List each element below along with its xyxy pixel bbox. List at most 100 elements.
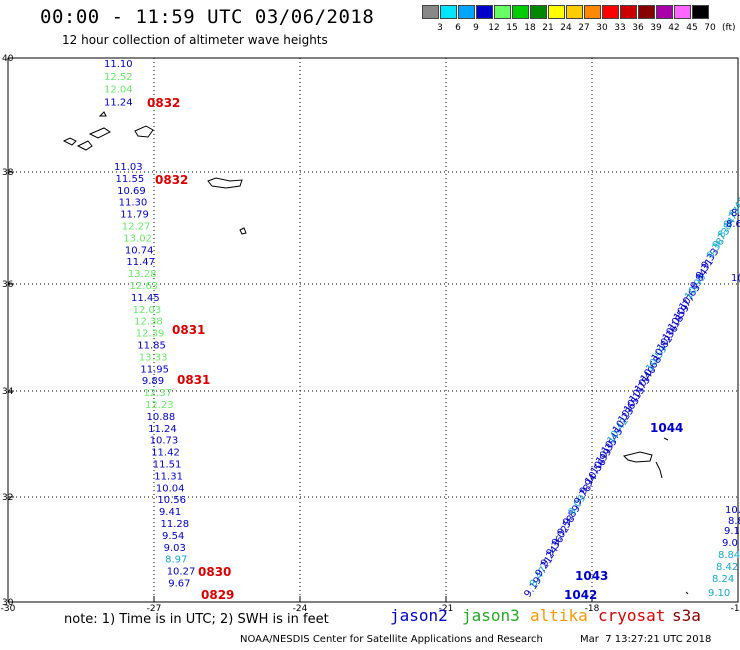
lat-label: 30 xyxy=(2,598,14,608)
scale-swatch xyxy=(620,5,637,19)
far-right-track: 8.48.6 1(10.8.89.19.08.848.428.24 9.10 xyxy=(708,208,740,599)
left-track-value: 9.41 xyxy=(159,507,181,518)
right-track-time: 1043 xyxy=(575,569,608,583)
scale-label: 6 xyxy=(455,23,461,33)
left-track-value: 11.28 xyxy=(161,519,190,530)
left-track-value: 12.63 xyxy=(130,281,159,292)
far-right-value: 1( xyxy=(731,273,740,284)
left-track-value: 12.39 xyxy=(136,329,165,340)
left-track-value: 11.55 xyxy=(116,174,145,185)
scale-label: 70 xyxy=(704,23,716,33)
left-track-time: 0831 xyxy=(172,323,205,337)
scale-swatch xyxy=(692,5,709,19)
scale-swatch xyxy=(458,5,475,19)
island-11 xyxy=(685,591,689,595)
left-track-time: 0830 xyxy=(198,565,231,579)
footer-credit: NOAA/NESDIS Center for Satellite Applica… xyxy=(240,634,543,645)
scale-label: 3 xyxy=(437,23,443,33)
lon-label: -18 xyxy=(585,604,600,614)
far-right-value: 8.42 xyxy=(716,562,738,573)
scale-label: 27 xyxy=(578,23,590,33)
left-track-value: 11.10 xyxy=(104,59,133,70)
legend-item-jason3: jason3 xyxy=(462,606,520,625)
legend-item-jason2: jason2 xyxy=(390,606,448,625)
left-track-value: 12.23 xyxy=(145,400,174,411)
scale-swatch xyxy=(638,5,655,19)
scale-label: 21 xyxy=(542,23,554,33)
left-track-value: 10.04 xyxy=(156,483,185,494)
left-track-value: 12.37 xyxy=(143,388,172,399)
right-track-time: 1042 xyxy=(564,588,597,602)
left-track-times: 0832 0832 0831 0831 0830 0829 xyxy=(147,96,234,602)
left-track-value: 11.24 xyxy=(104,97,133,108)
left-track-value: 9.67 xyxy=(168,579,190,590)
left-track-value: 11.03 xyxy=(114,162,143,173)
left-track: 11.1012.5212.0411.2411.0311.5510.6911.30… xyxy=(104,59,195,590)
scale-label: 12 xyxy=(488,23,500,33)
lat-label: 32 xyxy=(2,493,13,503)
footer-timestamp: Mar 7 13:27:21 UTC 2018 xyxy=(580,634,712,645)
scale-label: 9 xyxy=(473,23,479,33)
lat-label: 34 xyxy=(2,387,14,397)
lon-label: -21 xyxy=(439,604,454,614)
grid-lines xyxy=(8,58,738,602)
island-9 xyxy=(655,461,663,479)
left-track-value: 11.24 xyxy=(148,424,177,435)
left-track-value: 11.79 xyxy=(120,210,149,221)
left-track-time: 0832 xyxy=(155,173,188,187)
scale-label: 39 xyxy=(650,23,662,33)
scale-swatch xyxy=(674,5,691,19)
lon-label: -15 xyxy=(731,604,740,614)
scale-swatch xyxy=(422,5,439,19)
left-track-value: 13.33 xyxy=(139,352,168,363)
left-track-value: 9.03 xyxy=(164,543,186,554)
page-subtitle: 12 hour collection of altimeter wave hei… xyxy=(62,33,328,47)
far-right-value: 8.8 xyxy=(728,516,740,527)
scale-label: 42 xyxy=(668,23,680,33)
coastlines xyxy=(62,111,689,595)
right-track-times: 1042 1043 1044 xyxy=(564,421,683,602)
tick-marks xyxy=(7,57,739,603)
right-track-time: 1044 xyxy=(650,421,683,435)
left-track-value: 12.03 xyxy=(133,305,162,316)
island-4 xyxy=(98,111,107,117)
lat-label: 40 xyxy=(2,54,14,64)
left-track-value: 13.28 xyxy=(128,269,157,280)
scale-swatch xyxy=(512,5,529,19)
scale-label: 45 xyxy=(686,23,698,33)
left-track-value: 10.27 xyxy=(167,567,196,578)
island-7 xyxy=(239,227,247,235)
left-track-value: 11.47 xyxy=(126,257,155,268)
scale-swatch xyxy=(530,5,547,19)
left-track-value: 9.54 xyxy=(162,531,184,542)
left-track-value: 11.85 xyxy=(137,341,166,352)
far-right-value: 8.24 xyxy=(712,574,734,585)
island-3 xyxy=(88,127,111,139)
left-track-value: 11.45 xyxy=(131,293,160,304)
scale-swatch xyxy=(494,5,511,19)
scale-label: 15 xyxy=(506,23,518,33)
island-10 xyxy=(663,437,669,441)
left-track-value: 10.56 xyxy=(157,495,186,506)
map-frame xyxy=(7,57,739,603)
left-track-value: 10.88 xyxy=(147,412,176,423)
far-right-value: 10. xyxy=(725,505,740,516)
left-track-value: 11.31 xyxy=(154,471,183,482)
lon-labels: -30 -27 -24 -21 -18 -15 xyxy=(1,604,740,614)
scale-swatch xyxy=(440,5,457,19)
lat-label: 36 xyxy=(2,280,14,290)
left-track-value: 8.97 xyxy=(165,555,187,566)
left-track-time: 0832 xyxy=(147,96,180,110)
left-track-time: 0829 xyxy=(201,588,234,602)
island-2 xyxy=(76,140,93,151)
legend-item-altika: altika xyxy=(530,606,588,625)
island-1 xyxy=(62,137,77,146)
left-track-value: 10.69 xyxy=(117,186,146,197)
scale-swatch xyxy=(548,5,565,19)
scale-swatch xyxy=(566,5,583,19)
far-right-value: 9.0 xyxy=(722,538,738,549)
island-6 xyxy=(207,177,243,189)
island-5 xyxy=(134,125,154,138)
left-track-value: 9.89 xyxy=(142,376,164,387)
